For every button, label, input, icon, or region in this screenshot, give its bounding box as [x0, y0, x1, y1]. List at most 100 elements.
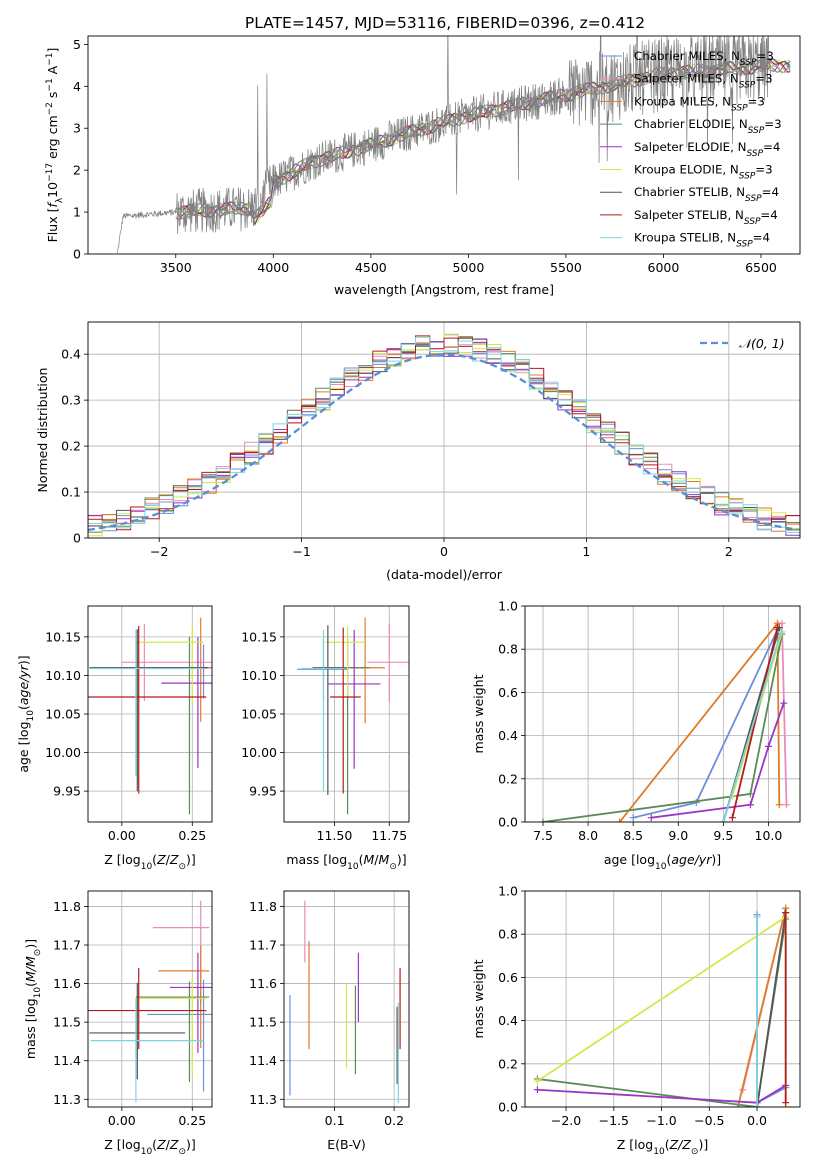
series-marker	[746, 790, 754, 798]
y-tick-label: 0.6	[498, 685, 518, 700]
y-axis-label: mass weight	[471, 959, 486, 1038]
spectrum-panel: 3500 4000 4500 5000 5500 6000 6500 0 1 2 3 4 5 wavele…	[45, 35, 801, 297]
legend-label: Salpeter ELODIE, NSSP=4	[634, 140, 780, 159]
y-tick-label: 0.2	[61, 439, 81, 454]
axes-frame	[283, 890, 410, 1108]
age-vs-mass-panel: 11.50 11.75 9.95 10.00 10.05 10.10 10.15 mass […	[241, 605, 410, 872]
series-marker	[616, 818, 624, 822]
x-axis-label: (data-model)/error	[386, 567, 503, 582]
mass-vs-EBV-panel: 0.1 0.2 11.3 11.4 11.5 11.6 11.7 11.8 E(B-V)	[249, 890, 410, 1152]
mass-vs-Z-panel: 0.00 0.25 11.3 11.4 11.5 11.6 11.7 11.8 Z [log10…	[23, 890, 213, 1157]
y-tick-label: 10.05	[241, 707, 277, 722]
axes-frame	[87, 35, 801, 255]
y-tick-label: 10.00	[241, 745, 277, 760]
y-tick-label: 1.0	[498, 884, 518, 899]
y-tick-label: 10.15	[45, 629, 81, 644]
errorbars	[88, 617, 212, 815]
age-vs-Z-panel: 0.00 0.25 9.95 10.00 10.05 10.10 10.15 Z [log10…	[16, 605, 213, 872]
legend-label: Salpeter MILES, NSSP=3	[634, 72, 773, 91]
legend-label: Chabrier STELIB, NSSP=4	[634, 185, 779, 204]
x-tick-label: 0	[440, 544, 448, 559]
y-tick-label: 11.5	[249, 1015, 277, 1030]
legend-label: Chabrier MILES, NSSP=3	[634, 49, 774, 68]
massweight-vs-Z-panel: −2.0 −1.5 −1.0 −0.5 0.0 0.0 0.2 0.4 0.6 0.8 1.0 Z […	[471, 884, 801, 1157]
axes-frame	[524, 890, 801, 1108]
y-axis-label: Normed distribution	[35, 368, 50, 493]
series-line-1	[781, 623, 788, 805]
y-tick-label: 1.0	[498, 599, 518, 614]
y-tick-label: 2	[73, 163, 81, 178]
y-tick-label: 11.5	[53, 1015, 81, 1030]
x-tick-label: 0.25	[178, 1113, 206, 1128]
x-tick-label: 6500	[745, 260, 777, 275]
x-tick-label: 0.2	[384, 1113, 404, 1128]
y-tick-label: 9.95	[249, 784, 277, 799]
errorbars	[289, 900, 401, 1104]
x-tick-label: 3500	[160, 260, 192, 275]
x-tick-label: 4500	[355, 260, 387, 275]
y-tick-label: 11.7	[53, 938, 81, 953]
y-axis-label: Flux [fλ10−17 erg cm−2 s−1 A−1]	[45, 48, 65, 243]
y-tick-label: 11.4	[249, 1053, 277, 1068]
series-marker	[782, 909, 790, 917]
y-tick-label: 0.4	[498, 1013, 518, 1028]
x-tick-label: 4000	[257, 260, 289, 275]
x-tick-label: −2.0	[551, 1113, 581, 1128]
series-marker	[782, 1099, 790, 1107]
y-tick-label: 11.3	[249, 1092, 277, 1107]
massweight-vs-age-panel: 7.5 8.0 8.5 9.0 9.5 10.0 0.0 0.2 0.4 0.6 0.8 1.0 age…	[471, 599, 801, 872]
series-marker	[753, 913, 761, 921]
legend: Chabrier MILES, NSSP=3 Salpeter MILES, NS…	[600, 49, 782, 250]
model-curves	[116, 36, 791, 254]
y-tick-label: 0.4	[61, 347, 81, 362]
x-axis-label: E(B-V)	[327, 1137, 366, 1152]
x-tick-label: 0.25	[178, 828, 206, 843]
series-marker	[629, 814, 637, 822]
y-tick-label: 0.2	[498, 771, 518, 786]
x-tick-label: −0.5	[694, 1113, 724, 1128]
histograms	[88, 333, 800, 537]
legend-label: Kroupa MILES, NSSP=3	[634, 94, 765, 113]
series-lines	[533, 904, 790, 1107]
axes-frame	[283, 605, 410, 823]
y-axis-label: age [log10(age/yr)]	[16, 655, 36, 772]
y-tick-label: 0.0	[498, 815, 518, 830]
x-tick-label: 11.75	[371, 828, 407, 843]
series-marker	[539, 818, 547, 822]
axes-frame	[87, 321, 801, 539]
y-axis-label: mass [log10(M/M⊙)]	[23, 939, 43, 1059]
x-tick-label: 6000	[648, 260, 680, 275]
y-tick-label: 0.0	[498, 1100, 518, 1115]
y-tick-label: 0.8	[498, 927, 518, 942]
series-marker	[728, 814, 736, 822]
series-marker	[753, 1103, 761, 1107]
y-tick-label: 0.8	[498, 642, 518, 657]
x-tick-label: 7.5	[533, 828, 553, 843]
y-tick-label: 4	[73, 79, 81, 94]
x-tick-label: −2	[150, 544, 168, 559]
series-lines	[539, 619, 790, 822]
legend-label: 𝒩(0, 1)	[739, 336, 785, 351]
x-tick-label: −1.0	[646, 1113, 676, 1128]
series-line-4	[651, 702, 785, 819]
y-tick-label: 11.4	[53, 1053, 81, 1068]
series-marker	[533, 1077, 541, 1085]
x-axis-label: Z [log10(Z/Z⊙)]	[104, 852, 196, 872]
y-tick-label: 0.1	[61, 485, 81, 500]
x-axis-label: mass [log10(M/M⊙)]	[286, 852, 406, 872]
series-marker	[692, 799, 700, 807]
y-tick-label: 0.6	[498, 970, 518, 985]
gaussian-curve	[88, 353, 798, 532]
legend-label: Kroupa STELIB, NSSP=4	[634, 231, 770, 250]
series-marker	[746, 801, 754, 809]
series-marker	[782, 801, 790, 809]
residuals-panel: −2 −1 0 1 2 0 0.1 0.2 0.3 0.4 (data-model)/error No…	[35, 321, 801, 582]
y-tick-label: 0.4	[498, 728, 518, 743]
axes-frame	[87, 890, 213, 1108]
series-marker	[775, 801, 783, 809]
y-tick-label: 10.15	[241, 629, 277, 644]
x-tick-label: 1	[582, 544, 590, 559]
y-tick-label: 0.2	[498, 1056, 518, 1071]
x-tick-label: 2	[725, 544, 733, 559]
legend-label: Kroupa ELODIE, NSSP=3	[634, 163, 773, 182]
